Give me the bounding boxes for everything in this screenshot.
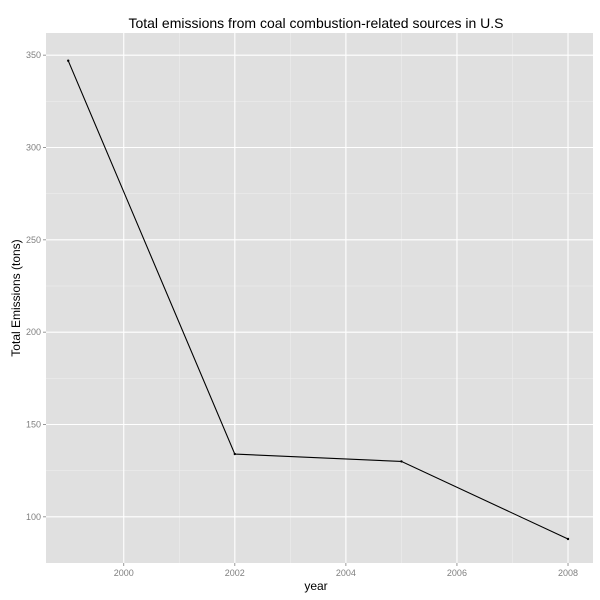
y-axis-title: Total Emissions (tons) [9,239,23,356]
x-tick-label: 2000 [114,568,134,578]
y-tick-label: 300 [26,142,41,152]
y-tick-label: 250 [26,235,41,245]
y-tick-label: 350 [26,50,41,60]
data-point [67,59,70,62]
y-axis-ticks: 100 150 200 250 300 350 [26,50,46,522]
x-axis-ticks: 2000 2002 2004 2006 2008 [114,563,578,578]
minor-grid [46,33,593,563]
plot-panel [46,33,593,563]
data-point [566,537,570,541]
y-tick-label: 150 [26,419,41,429]
data-point [400,460,403,463]
x-axis-title: year [304,579,327,593]
y-tick-label: 100 [26,512,41,522]
emissions-line [67,60,569,540]
x-tick-label: 2004 [336,568,356,578]
major-grid [46,33,593,563]
x-tick-label: 2008 [558,568,578,578]
data-point [233,452,237,456]
x-tick-label: 2002 [225,568,245,578]
chart-title: Total emissions from coal combustion-rel… [128,15,503,31]
x-tick-label: 2006 [447,568,467,578]
series-layer [67,59,570,541]
y-tick-label: 200 [26,327,41,337]
